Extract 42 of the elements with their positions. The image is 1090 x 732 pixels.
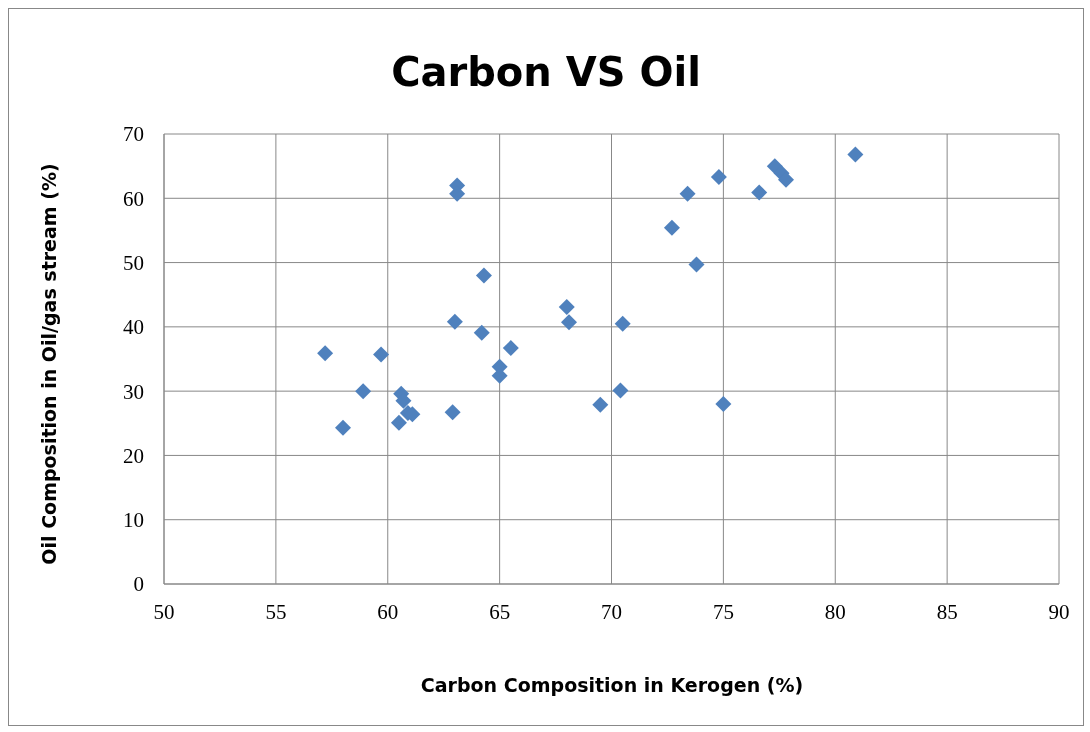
y-tick-label: 50 bbox=[123, 251, 144, 276]
point bbox=[663, 219, 680, 236]
y-axis-title: Oil Composition in Oil/gas stream (%) bbox=[38, 163, 60, 565]
y-tick-label: 0 bbox=[133, 572, 144, 597]
point bbox=[560, 314, 577, 331]
chart-title: Carbon VS Oil bbox=[390, 49, 702, 95]
y-tick-label: 60 bbox=[123, 186, 144, 211]
x-tick-label: 55 bbox=[265, 599, 287, 624]
point bbox=[446, 313, 463, 330]
point bbox=[612, 382, 629, 399]
point bbox=[355, 383, 372, 400]
point bbox=[614, 315, 631, 332]
x-tick-label: 60 bbox=[377, 599, 399, 624]
y-tick-label: 10 bbox=[123, 508, 144, 533]
x-tick-label: 70 bbox=[601, 599, 622, 624]
point bbox=[444, 404, 461, 421]
point bbox=[373, 346, 390, 363]
point bbox=[847, 146, 864, 163]
y-tick-label: 20 bbox=[123, 443, 144, 468]
y-tick-label: 30 bbox=[123, 379, 144, 404]
point bbox=[317, 345, 334, 362]
x-tick-label: 90 bbox=[1048, 599, 1070, 624]
point bbox=[390, 414, 407, 431]
y-tick-label: 40 bbox=[123, 315, 144, 340]
point bbox=[715, 396, 732, 412]
point bbox=[473, 324, 490, 341]
x-tick-label: 80 bbox=[824, 599, 846, 624]
y-tick-label: 70 bbox=[123, 122, 144, 147]
x-tick-label: 50 bbox=[153, 599, 175, 624]
point bbox=[335, 419, 351, 436]
point bbox=[710, 169, 727, 186]
x-tick-label: 85 bbox=[936, 599, 958, 624]
point bbox=[679, 185, 696, 202]
point bbox=[688, 256, 705, 273]
point bbox=[751, 184, 768, 201]
x-axis-title: Carbon Composition in Kerogen (%) bbox=[419, 674, 805, 696]
point bbox=[475, 267, 492, 284]
x-tick-label: 65 bbox=[489, 599, 511, 624]
point bbox=[592, 396, 609, 413]
point bbox=[558, 298, 575, 315]
x-tick-label: 75 bbox=[712, 599, 734, 624]
point bbox=[502, 340, 519, 357]
